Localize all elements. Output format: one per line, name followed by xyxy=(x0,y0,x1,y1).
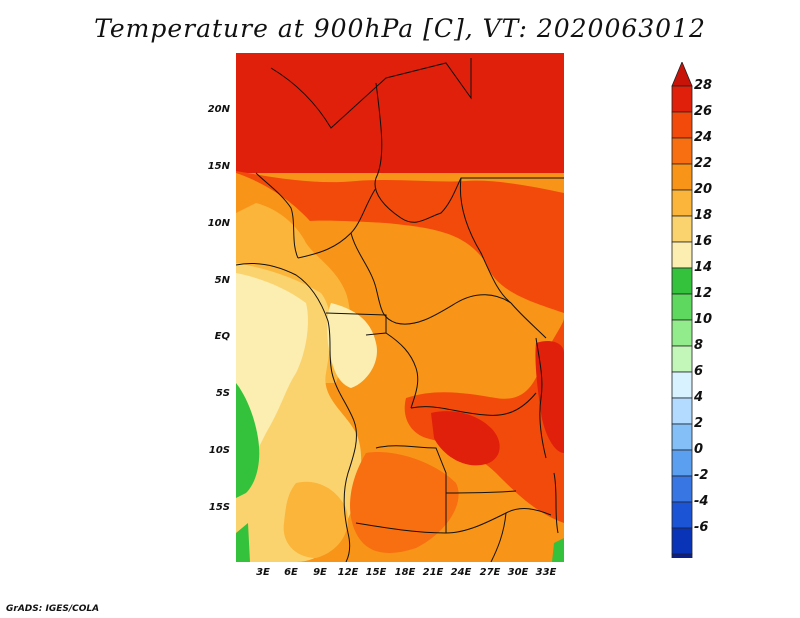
lat-tick-label: 15N xyxy=(207,161,230,172)
colorbar-segment xyxy=(671,189,693,217)
field-south-24 xyxy=(350,452,459,553)
map-canvas xyxy=(236,53,564,562)
colorbar-label: 18 xyxy=(694,208,713,223)
field-lakes-28 xyxy=(535,341,564,453)
colorbar-label: 22 xyxy=(694,156,713,171)
colorbar-label: 8 xyxy=(694,338,704,353)
colorbar-label: 26 xyxy=(694,104,713,119)
colorbar-segment xyxy=(671,215,693,243)
colorbar-segment xyxy=(671,163,693,191)
lon-tick-label: 15E xyxy=(365,567,387,578)
colorbar-label: -6 xyxy=(694,520,709,535)
colorbar-label: 4 xyxy=(694,390,704,405)
lon-tick-label: 6E xyxy=(284,567,298,578)
lon-tick-label: 33E xyxy=(535,567,557,578)
colorbar-label: 0 xyxy=(694,442,704,457)
temperature-map xyxy=(236,53,564,562)
field-east-26 xyxy=(404,318,564,523)
field-gabon-16 xyxy=(327,303,377,388)
colorbar-segment xyxy=(671,397,693,425)
colorbar-label: 20 xyxy=(694,182,713,197)
grads-credit: GrADS: IGES/COLA xyxy=(6,604,100,614)
field-sw-14b xyxy=(236,523,250,562)
lat-tick-label: 5N xyxy=(214,275,230,286)
colorbar-segment xyxy=(671,449,693,477)
field-band-26 xyxy=(236,171,564,313)
colorbar-segment xyxy=(671,423,693,451)
colorbar-label: 12 xyxy=(694,286,713,301)
field-east-28 xyxy=(431,411,500,466)
colorbar-segment xyxy=(671,475,693,503)
map-borders xyxy=(236,58,564,562)
lat-tick-label: 10N xyxy=(207,218,230,229)
colorbar-top-arrow xyxy=(671,62,693,87)
lat-tick-label: EQ xyxy=(214,331,230,342)
colorbar-label: 24 xyxy=(694,130,713,145)
colorbar-label: 6 xyxy=(694,364,704,379)
colorbar-label: -2 xyxy=(694,468,709,483)
lon-tick-label: 21E xyxy=(422,567,444,578)
colorbar-segment xyxy=(671,501,693,529)
field-se-14 xyxy=(552,538,564,562)
lon-tick-label: 24E xyxy=(450,567,472,578)
colorbar-label: -4 xyxy=(694,494,709,509)
colorbar-label: 16 xyxy=(694,234,713,249)
lat-tick-label: 5S xyxy=(215,388,230,399)
lon-tick-label: 12E xyxy=(337,567,359,578)
lat-tick-label: 10S xyxy=(208,445,230,456)
colorbar-segment xyxy=(671,85,693,113)
colorbar-label: 14 xyxy=(694,260,713,275)
lon-tick-label: 18E xyxy=(394,567,416,578)
lon-tick-label: 27E xyxy=(479,567,501,578)
colorbar-segment xyxy=(671,527,693,555)
map-title: Temperature at 900hPa [C], VT: 202006301… xyxy=(94,14,706,43)
colorbar-segment xyxy=(671,241,693,269)
lat-tick-label: 15S xyxy=(208,502,230,513)
field-angola-20 xyxy=(283,481,348,558)
colorbar-label: 28 xyxy=(694,78,713,93)
colorbar-segment xyxy=(671,267,693,295)
colorbar-segment xyxy=(671,293,693,321)
lon-tick-label: 9E xyxy=(313,567,327,578)
field-north-28 xyxy=(236,53,564,173)
colorbar-segment xyxy=(671,137,693,165)
colorbar-segment xyxy=(671,111,693,139)
colorbar-segment xyxy=(671,371,693,399)
lat-tick-label: 20N xyxy=(207,104,230,115)
field-sw-14 xyxy=(236,383,260,498)
colorbar xyxy=(671,62,693,558)
lon-tick-label: 3E xyxy=(256,567,270,578)
colorbar-segment xyxy=(671,553,693,558)
colorbar-segment xyxy=(671,345,693,373)
colorbar-label: 2 xyxy=(694,416,704,431)
colorbar-segment xyxy=(671,319,693,347)
colorbar-label: 10 xyxy=(694,312,713,327)
lon-tick-label: 30E xyxy=(507,567,529,578)
